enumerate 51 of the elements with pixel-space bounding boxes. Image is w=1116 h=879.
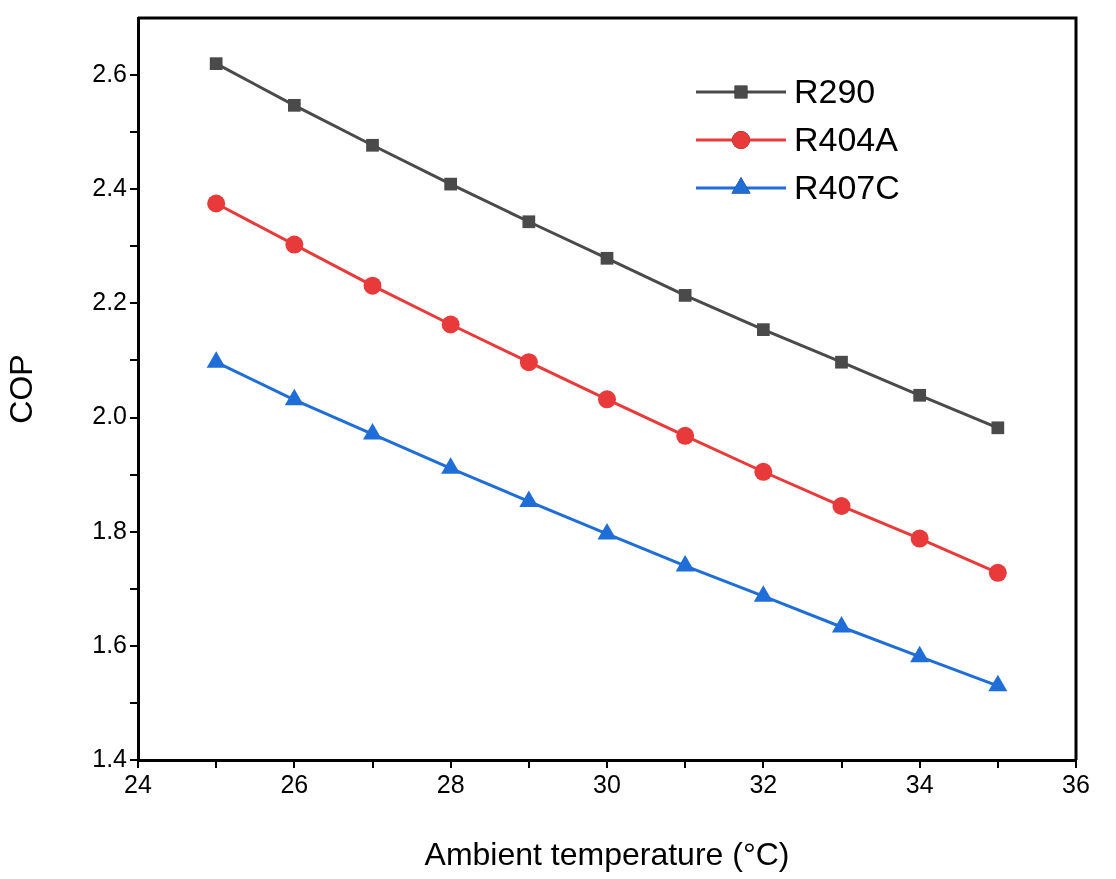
point — [363, 276, 382, 295]
point — [835, 355, 848, 369]
point — [597, 522, 617, 540]
x-tick-label: 28 — [436, 769, 465, 798]
y-tick-label: 1.4 — [92, 743, 128, 772]
point — [209, 57, 223, 71]
point — [910, 529, 929, 548]
point — [753, 585, 773, 602]
x-tick-label: 34 — [905, 769, 934, 798]
point — [754, 462, 773, 481]
y-tick-label: 1.8 — [92, 515, 127, 544]
point — [519, 353, 538, 372]
x-axis-title: Ambient temperature (°C) — [424, 835, 790, 872]
x-tick-label: 24 — [124, 769, 152, 798]
point — [287, 98, 301, 112]
point — [285, 235, 304, 254]
point — [913, 388, 927, 402]
point — [284, 388, 304, 406]
point — [207, 194, 226, 213]
point — [441, 457, 461, 474]
point — [522, 215, 536, 229]
y-axis-title: COP — [3, 354, 40, 424]
legend-label: R290 — [794, 72, 876, 111]
y-tick-label: 2.4 — [92, 173, 128, 202]
point — [362, 423, 383, 440]
y-tick-label: 2.6 — [92, 58, 127, 87]
point — [206, 351, 226, 368]
point — [676, 426, 695, 445]
x-tick-label: 32 — [749, 769, 778, 798]
y-tick-label: 2.0 — [92, 401, 127, 430]
legend-label: R404A — [794, 120, 899, 159]
point — [519, 490, 539, 507]
point — [988, 674, 1008, 692]
point — [600, 251, 614, 265]
x-tick-label: 26 — [280, 769, 309, 798]
point — [756, 323, 770, 336]
point — [675, 554, 695, 572]
point — [598, 390, 616, 409]
point — [910, 645, 930, 663]
point — [831, 616, 852, 633]
y-tick-label: 2.2 — [92, 287, 127, 316]
point — [988, 563, 1007, 582]
point — [441, 315, 460, 334]
point — [444, 177, 458, 191]
legend-label: R407C — [794, 168, 900, 207]
x-tick-label: 36 — [1062, 769, 1090, 798]
x-tick-label: 30 — [593, 769, 621, 798]
point — [366, 138, 379, 152]
point — [991, 421, 1005, 435]
point — [678, 289, 692, 302]
y-tick-label: 1.6 — [92, 629, 127, 658]
